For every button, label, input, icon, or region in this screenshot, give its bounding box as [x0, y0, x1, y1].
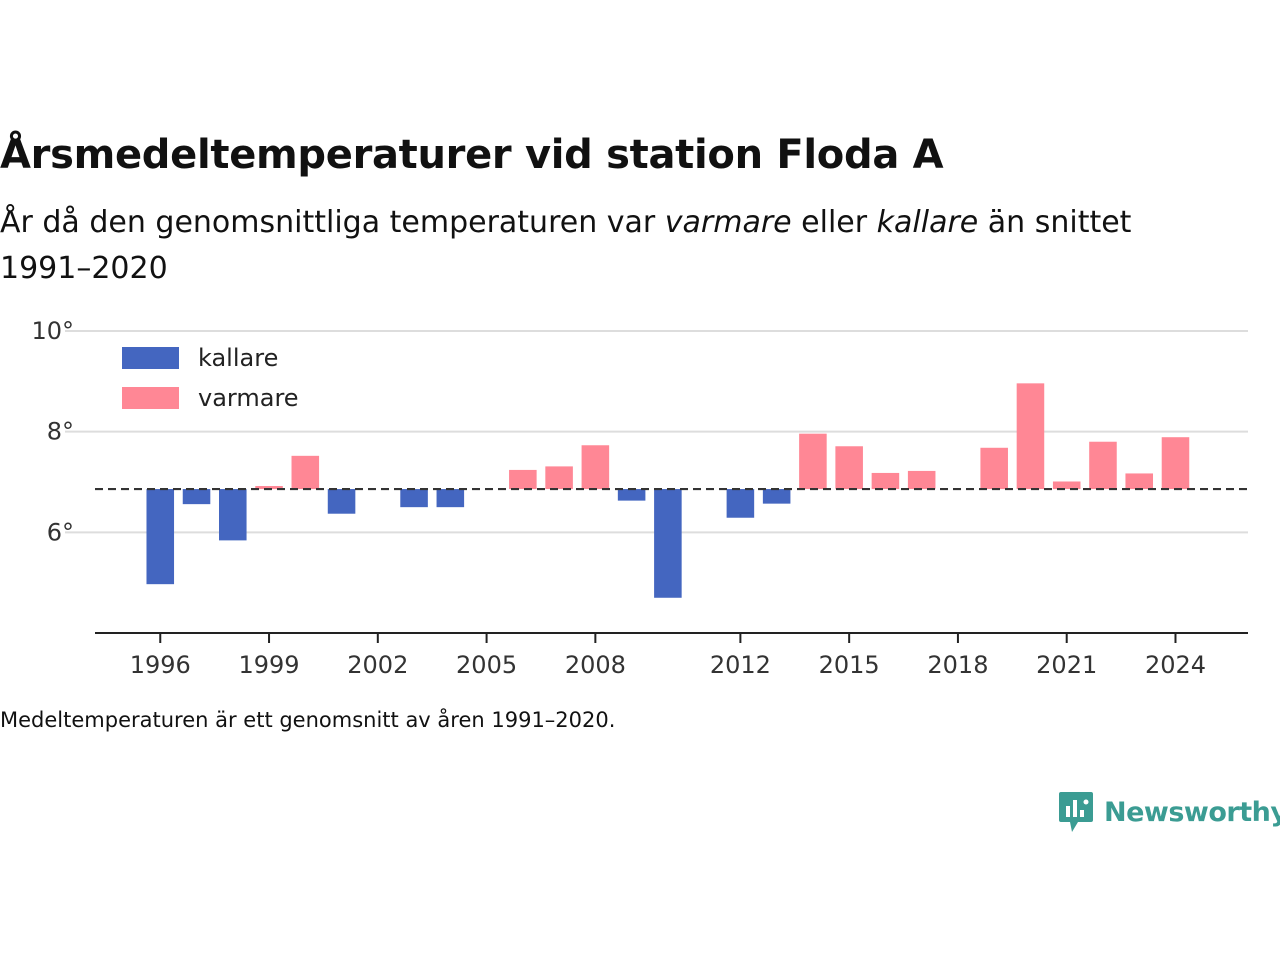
y-tick-label: 6°	[47, 518, 74, 546]
bars	[146, 383, 1190, 598]
newsworthy-logo: Newsworthy	[1058, 790, 1280, 834]
x-tick-label: 1996	[130, 651, 191, 679]
bar-2021	[1052, 481, 1081, 490]
subtitle-cold-word: kallare	[876, 205, 979, 240]
y-tick-label: 8°	[47, 418, 74, 446]
x-tick-label: 2015	[819, 651, 880, 679]
legend-swatch-kallare	[122, 347, 179, 369]
bar-2024	[1161, 437, 1190, 490]
bar-1996	[146, 489, 175, 585]
x-tick-label: 2018	[927, 651, 988, 679]
chart-subtitle: År då den genomsnittliga temperaturen va…	[0, 200, 1220, 292]
x-tick-label: 2002	[347, 651, 408, 679]
bar-2001	[327, 489, 356, 514]
bar-chart: 6° 8° 10° 1996 1999 2002 2005 2008 2012 2015 2018…	[31, 317, 1248, 679]
x-tick-label: 2024	[1145, 651, 1206, 679]
x-tick-label: 1999	[238, 651, 299, 679]
bar-2015	[835, 446, 863, 490]
bar-2016	[871, 472, 900, 490]
brand-name: Newsworthy	[1104, 796, 1280, 828]
bar-2007	[545, 466, 573, 490]
bar-2017	[907, 470, 936, 490]
subtitle-text-1: År då den genomsnittliga temperaturen va…	[0, 205, 665, 240]
bar-2010	[654, 489, 682, 598]
legend: kallare varmare	[122, 344, 299, 412]
bar-1999	[255, 486, 283, 490]
bar-2006	[509, 469, 537, 490]
subtitle-text-2: eller	[791, 205, 877, 240]
x-tick-label: 2008	[565, 651, 626, 679]
bar-2013	[762, 489, 791, 504]
x-tick-label: 2021	[1036, 651, 1097, 679]
y-tick-label: 10°	[31, 317, 74, 345]
legend-swatch-varmare	[122, 387, 179, 409]
bar-2008	[581, 445, 610, 490]
bar-2022	[1089, 441, 1117, 490]
bar-1998	[219, 489, 247, 541]
x-axis: 1996 1999 2002 2005 2008 2012 2015 2018 2021 2024	[95, 632, 1248, 679]
bar-2012	[726, 489, 755, 518]
legend-label-varmare: varmare	[198, 384, 299, 412]
bar-2020	[1016, 383, 1045, 490]
footnote: Medeltemperaturen är ett genomsnitt av å…	[0, 708, 616, 732]
newsworthy-icon	[1059, 792, 1093, 832]
x-tick-label: 2005	[456, 651, 517, 679]
subtitle-text-3: än snittet 1991–2020	[0, 205, 1132, 286]
bar-2014	[799, 433, 827, 490]
bar-2000	[291, 455, 320, 490]
bar-2004	[436, 489, 465, 508]
chart-title: Årsmedeltemperaturer vid station Floda A	[0, 132, 944, 178]
bar-2009	[617, 489, 646, 501]
legend-label-kallare: kallare	[198, 344, 278, 372]
bar-2023	[1125, 473, 1154, 490]
bar-1997	[182, 489, 211, 505]
bar-2003	[400, 489, 428, 508]
bar-2019	[980, 447, 1008, 490]
x-tick-label: 2012	[710, 651, 771, 679]
subtitle-warm-word: varmare	[664, 205, 792, 240]
